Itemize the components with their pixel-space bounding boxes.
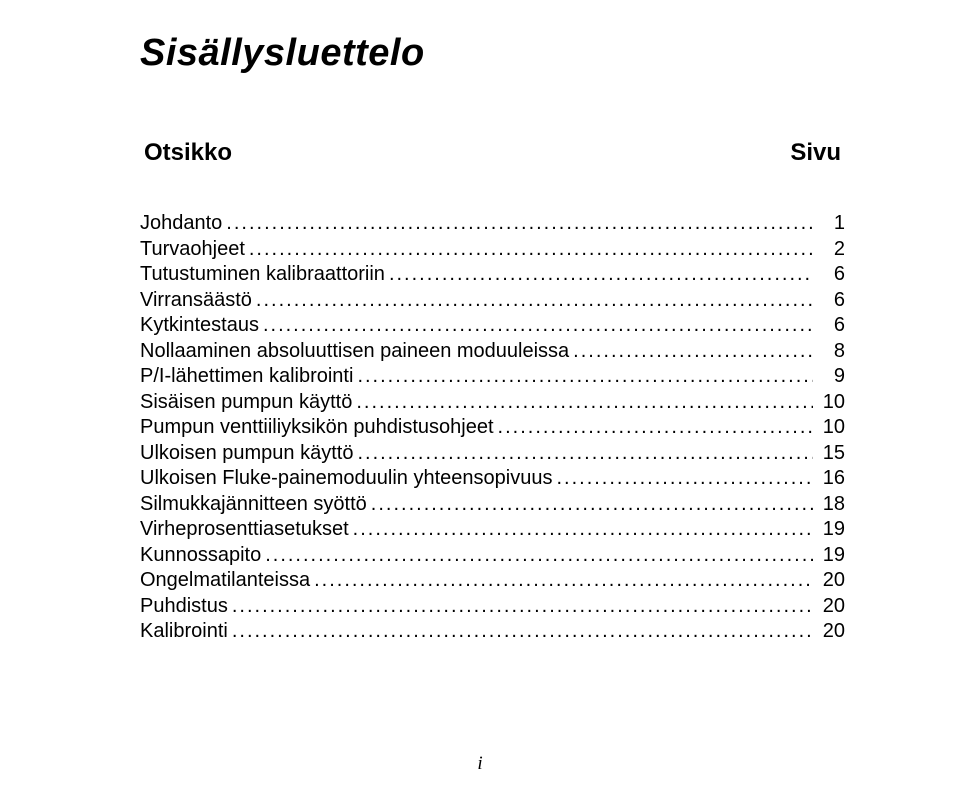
toc-row: Turvaohjeet 2 bbox=[140, 239, 845, 259]
toc-leader-dots bbox=[263, 315, 813, 335]
toc-entry-label: Pumpun venttiiliyksikön puhdistusohjeet bbox=[140, 417, 494, 437]
toc-entry-page: 20 bbox=[817, 621, 845, 641]
toc-row: Ongelmatilanteissa 20 bbox=[140, 570, 845, 590]
toc-leader-dots bbox=[249, 239, 813, 259]
toc-entry-page: 2 bbox=[817, 239, 845, 259]
toc-entry-label: Kunnossapito bbox=[140, 545, 261, 565]
toc-entry-label: Ulkoisen Fluke-painemoduulin yhteensopiv… bbox=[140, 468, 552, 488]
toc-header-row: Otsikko Sivu bbox=[140, 139, 845, 167]
toc-entry-label: Sisäisen pumpun käyttö bbox=[140, 392, 352, 412]
toc-leader-dots bbox=[371, 494, 813, 514]
toc-leader-dots bbox=[232, 621, 813, 641]
toc-leader-dots bbox=[226, 213, 813, 233]
toc-row: P/I-lähettimen kalibrointi 9 bbox=[140, 366, 845, 386]
toc-row: Puhdistus 20 bbox=[140, 596, 845, 616]
toc-leader-dots bbox=[556, 468, 813, 488]
toc-row: Nollaaminen absoluuttisen paineen moduul… bbox=[140, 341, 845, 361]
toc-leader-dots bbox=[356, 392, 813, 412]
toc-entry-page: 19 bbox=[817, 545, 845, 565]
toc-entry-label: Johdanto bbox=[140, 213, 222, 233]
toc-leader-dots bbox=[389, 264, 813, 284]
toc-row: Pumpun venttiiliyksikön puhdistusohjeet 1… bbox=[140, 417, 845, 437]
toc-row: Kalibrointi 20 bbox=[140, 621, 845, 641]
page-number-footer: i bbox=[0, 753, 960, 775]
toc-leader-dots bbox=[256, 290, 813, 310]
toc-row: Sisäisen pumpun käyttö 10 bbox=[140, 392, 845, 412]
toc-leader-dots bbox=[353, 519, 813, 539]
toc-entry-page: 6 bbox=[817, 290, 845, 310]
toc-entry-label: Virheprosenttiasetukset bbox=[140, 519, 349, 539]
toc-list: Johdanto 1 Turvaohjeet 2 Tutustuminen kalibr… bbox=[140, 213, 845, 641]
toc-leader-dots bbox=[357, 443, 813, 463]
toc-row: Ulkoisen pumpun käyttö 15 bbox=[140, 443, 845, 463]
toc-entry-page: 10 bbox=[817, 392, 845, 412]
toc-row: Kytkintestaus 6 bbox=[140, 315, 845, 335]
toc-entry-label: Kalibrointi bbox=[140, 621, 228, 641]
toc-entry-page: 9 bbox=[817, 366, 845, 386]
document-page: Sisällysluettelo Otsikko Sivu Johdanto 1 T… bbox=[0, 0, 960, 793]
toc-entry-label: Nollaaminen absoluuttisen paineen moduul… bbox=[140, 341, 569, 361]
toc-entry-page: 6 bbox=[817, 264, 845, 284]
toc-entry-label: Puhdistus bbox=[140, 596, 228, 616]
toc-entry-label: Virransäästö bbox=[140, 290, 252, 310]
page-title: Sisällysluettelo bbox=[140, 32, 845, 75]
toc-row: Tutustuminen kalibraattoriin 6 bbox=[140, 264, 845, 284]
toc-entry-page: 19 bbox=[817, 519, 845, 539]
toc-entry-page: 1 bbox=[817, 213, 845, 233]
toc-entry-page: 18 bbox=[817, 494, 845, 514]
toc-entry-label: Turvaohjeet bbox=[140, 239, 245, 259]
toc-row: Silmukkajännitteen syöttö 18 bbox=[140, 494, 845, 514]
toc-leader-dots bbox=[357, 366, 813, 386]
toc-row: Kunnossapito 19 bbox=[140, 545, 845, 565]
toc-row: Virheprosenttiasetukset 19 bbox=[140, 519, 845, 539]
toc-leader-dots bbox=[232, 596, 813, 616]
toc-entry-label: P/I-lähettimen kalibrointi bbox=[140, 366, 353, 386]
toc-entry-page: 8 bbox=[817, 341, 845, 361]
toc-leader-dots bbox=[573, 341, 813, 361]
toc-row: Ulkoisen Fluke-painemoduulin yhteensopiv… bbox=[140, 468, 845, 488]
toc-header-left: Otsikko bbox=[144, 139, 232, 167]
toc-entry-page: 6 bbox=[817, 315, 845, 335]
toc-leader-dots bbox=[314, 570, 813, 590]
toc-entry-page: 10 bbox=[817, 417, 845, 437]
toc-entry-label: Ongelmatilanteissa bbox=[140, 570, 310, 590]
toc-entry-page: 15 bbox=[817, 443, 845, 463]
toc-leader-dots bbox=[265, 545, 813, 565]
toc-row: Virransäästö 6 bbox=[140, 290, 845, 310]
toc-entry-page: 20 bbox=[817, 570, 845, 590]
toc-row: Johdanto 1 bbox=[140, 213, 845, 233]
toc-entry-label: Silmukkajännitteen syöttö bbox=[140, 494, 367, 514]
toc-leader-dots bbox=[498, 417, 813, 437]
toc-entry-label: Kytkintestaus bbox=[140, 315, 259, 335]
toc-entry-label: Tutustuminen kalibraattoriin bbox=[140, 264, 385, 284]
toc-entry-page: 20 bbox=[817, 596, 845, 616]
toc-entry-label: Ulkoisen pumpun käyttö bbox=[140, 443, 353, 463]
toc-entry-page: 16 bbox=[817, 468, 845, 488]
toc-header-right: Sivu bbox=[790, 139, 841, 167]
